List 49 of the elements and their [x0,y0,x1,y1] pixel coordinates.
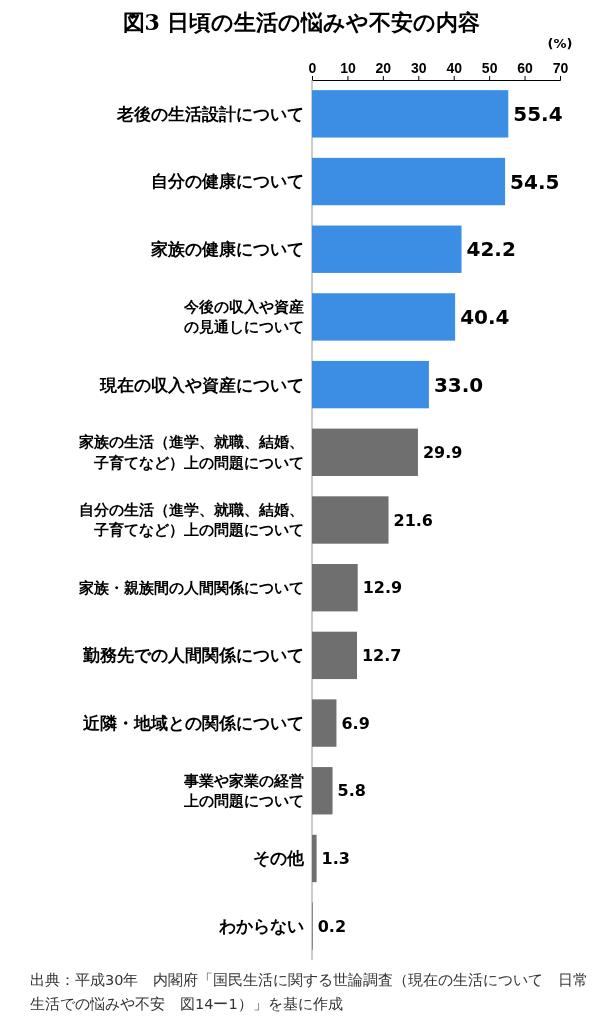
y-tick-label: 事業や家業の経営上の問題について [183,771,304,811]
y-tick-label: その他 [253,848,305,869]
data-label: 6.9 [341,713,370,733]
x-tick-label: 40 [446,60,463,76]
data-label: 33.0 [433,372,484,397]
data-label: 1.3 [321,849,350,869]
source-note: 出典：平成30年 内閣府「国民生活に関する世論調査（現在の生活について 日常生活での悩みや不安 図14ー1）」を基に作成 [30,971,590,1014]
y-tick-label: 老後の生活設計について [116,103,304,124]
y-tick-label: 近隣・地域との関係について [82,713,304,734]
data-label: 40.4 [460,304,510,329]
data-label: 21.6 [393,510,434,530]
y-tick-label: わからない [218,916,304,937]
bar [312,225,462,273]
data-label: 12.7 [361,645,402,665]
y-tick-label: 現在の収入や資産について [99,374,304,395]
data-label: 12.9 [362,578,403,598]
x-tick-label: 10 [340,60,356,76]
chart-title: 図3 日頃の生活の悩みや不安の内容 [122,9,481,35]
x-tick-label: 50 [481,60,498,76]
y-tick-label: 今後の収入や資産の見通しについて [183,298,304,337]
y-tick-label: 家族・親族間の人間関係について [78,578,304,597]
bar [312,564,358,612]
x-tick-label: 30 [411,60,427,76]
data-label: 55.4 [513,101,563,126]
bar [312,767,333,815]
bar [312,834,317,883]
bar [312,428,418,476]
bar [312,360,429,409]
data-label: 0.2 [317,916,347,936]
bar [312,631,357,680]
bar [312,699,337,747]
y-tick-label: 自分の生活（進学、就職、結婚、子育てなど）上の問題について [79,501,304,540]
bar [312,90,509,138]
y-tick-label: 家族の健康について [150,239,304,260]
bar [312,157,506,206]
x-tick-label: 70 [552,60,569,76]
y-tick-label: 自分の健康について [151,171,304,192]
x-tick-label: 0 [308,60,317,76]
bar [312,496,389,544]
data-label: 54.5 [510,169,560,194]
x-tick-label: 20 [375,60,392,76]
data-label: 5.8 [337,781,366,801]
data-label: 29.9 [422,442,463,462]
x-axis-title: (%) [547,36,573,51]
bar [312,293,456,341]
y-tick-label: 勤務先での人間関係について [82,645,304,666]
y-tick-label: 家族の生活（進学、就職、結婚、子育てなど）上の問題について [78,433,304,472]
data-label: 42.2 [466,237,516,262]
x-tick-label: 60 [517,60,534,76]
